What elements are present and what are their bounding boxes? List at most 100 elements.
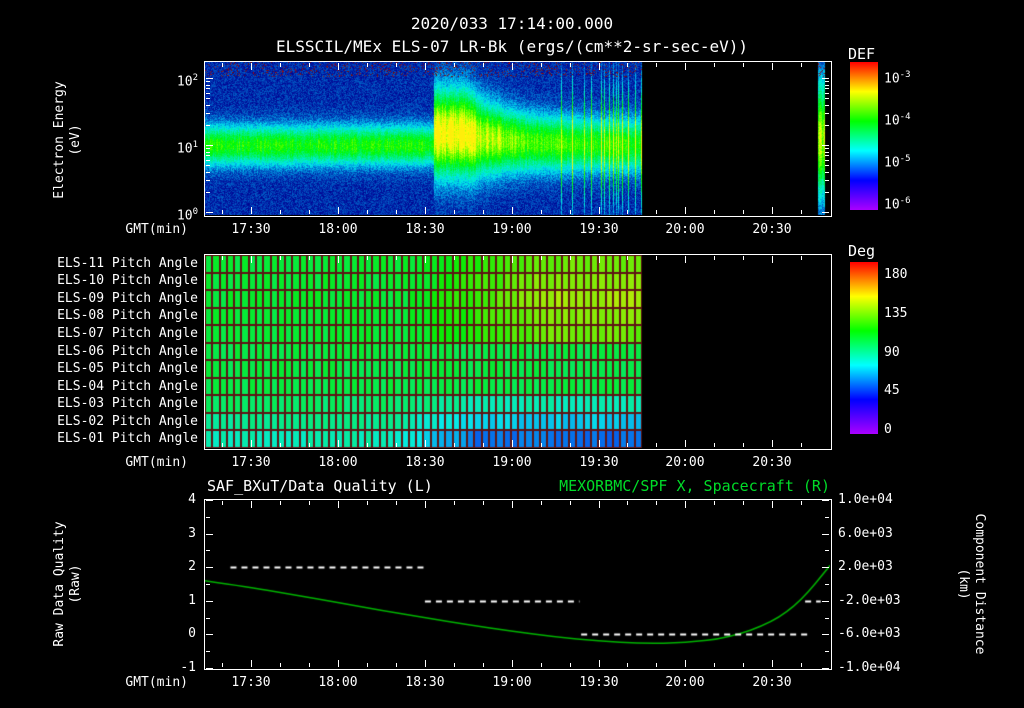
x-tick-label: 20:00 <box>665 222 705 237</box>
axis-tick <box>599 207 600 214</box>
axis-tick <box>483 443 484 447</box>
axis-tick <box>206 668 213 669</box>
axis-tick <box>599 256 600 263</box>
axis-tick <box>825 192 829 193</box>
gmt-axis-label: GMT(min) <box>125 455 188 470</box>
axis-tick <box>206 105 210 106</box>
axis-tick <box>825 180 829 181</box>
axis-tick <box>743 256 744 260</box>
axis-tick <box>714 210 715 214</box>
x-tick-label: 18:00 <box>318 455 358 470</box>
axis-tick <box>825 85 829 86</box>
axis-tick <box>801 210 802 214</box>
axis-tick <box>656 256 657 260</box>
axis-tick <box>396 63 397 67</box>
axis-tick <box>825 152 829 153</box>
axis-tick <box>206 155 210 156</box>
pitch-row-label: ELS-11 Pitch Angle <box>57 256 198 271</box>
axis-tick <box>772 660 773 667</box>
axis-tick <box>338 501 339 508</box>
axis-tick <box>309 210 310 214</box>
x-tick-label: 19:30 <box>579 455 619 470</box>
right-series-title: MEXORBMC/SPF X, Spacecraft (R) <box>559 477 830 495</box>
x-tick-label: 20:30 <box>752 455 792 470</box>
axis-tick <box>627 443 628 447</box>
x-tick-label: 17:30 <box>231 222 271 237</box>
deg-colorbar <box>850 262 878 434</box>
axis-tick <box>251 207 252 214</box>
axis-tick <box>822 534 829 535</box>
axis-tick <box>425 207 426 214</box>
axis-tick <box>512 660 513 667</box>
x-tick-label: 17:30 <box>231 675 271 690</box>
axis-tick <box>367 663 368 667</box>
axis-tick <box>714 663 715 667</box>
x-tick-label: 19:00 <box>492 222 532 237</box>
axis-tick <box>367 63 368 67</box>
axis-tick <box>309 663 310 667</box>
y-tick-label: -6.0e+03 <box>838 626 901 641</box>
axis-tick <box>251 440 252 447</box>
axis-tick <box>454 63 455 67</box>
y-title-line: (eV) <box>68 124 83 156</box>
axis-tick <box>454 256 455 260</box>
axis-tick <box>206 172 210 173</box>
colorbar-tick-label: 10-5 <box>884 154 911 171</box>
axis-tick <box>367 210 368 214</box>
axis-tick <box>743 210 744 214</box>
gmt-axis-label: GMT(min) <box>125 222 188 237</box>
axis-tick <box>541 256 542 260</box>
axis-tick <box>454 210 455 214</box>
axis-tick <box>512 256 513 263</box>
colorbar-tick-label: 0 <box>884 422 892 437</box>
axis-tick <box>222 210 223 214</box>
axis-tick <box>206 651 210 652</box>
axis-tick <box>541 443 542 447</box>
axis-tick <box>801 443 802 447</box>
axis-tick <box>772 256 773 263</box>
axis-tick <box>222 256 223 260</box>
axis-tick <box>825 105 829 106</box>
axis-tick <box>825 618 829 619</box>
axis-tick <box>396 210 397 214</box>
axis-tick <box>822 601 829 602</box>
pitch-panel-border <box>204 254 832 450</box>
pitch-row-label: ELS-03 Pitch Angle <box>57 396 198 411</box>
axis-tick <box>685 207 686 214</box>
axis-tick <box>206 98 210 99</box>
axis-tick <box>714 501 715 505</box>
axis-tick <box>425 440 426 447</box>
colorbar-tick-label: 135 <box>884 306 908 321</box>
axis-tick <box>206 113 210 114</box>
axis-tick <box>714 256 715 260</box>
axis-tick <box>425 256 426 263</box>
axis-tick <box>541 501 542 505</box>
axis-tick <box>512 63 513 70</box>
axis-tick <box>570 443 571 447</box>
y-tick-label: 6.0e+03 <box>838 526 893 541</box>
axis-tick <box>825 651 829 652</box>
axis-tick <box>483 210 484 214</box>
axis-tick <box>425 660 426 667</box>
axis-tick <box>801 663 802 667</box>
line-panel-border <box>204 499 832 670</box>
x-tick-label: 19:30 <box>579 675 619 690</box>
axis-tick <box>825 172 829 173</box>
axis-tick <box>512 440 513 447</box>
axis-tick <box>825 550 829 551</box>
axis-tick <box>825 517 829 518</box>
axis-tick <box>222 63 223 67</box>
axis-tick <box>627 256 628 260</box>
colorbar-tick-label: 10-3 <box>884 70 911 87</box>
axis-tick <box>338 63 339 70</box>
x-tick-label: 19:00 <box>492 675 532 690</box>
axis-tick <box>251 63 252 70</box>
axis-tick <box>251 501 252 508</box>
axis-tick <box>367 256 368 260</box>
axis-tick <box>772 207 773 214</box>
colorbar-tick-label: 90 <box>884 345 900 360</box>
axis-tick <box>206 192 210 193</box>
axis-tick <box>206 567 213 568</box>
axis-tick <box>685 256 686 263</box>
axis-tick <box>206 160 210 161</box>
